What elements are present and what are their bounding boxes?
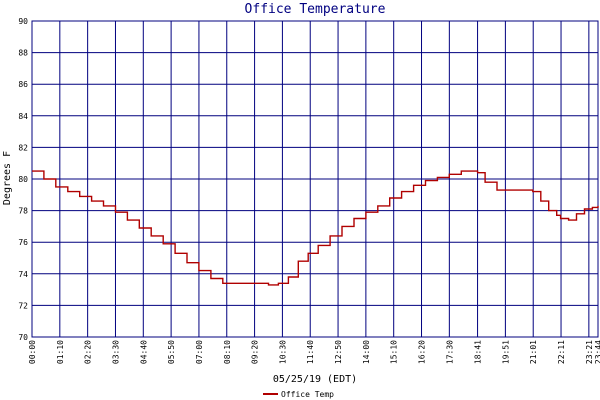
y-tick-label: 88 (18, 49, 28, 58)
y-axis-label: Degrees F (2, 151, 13, 205)
x-tick-label: 09:20 (251, 340, 260, 364)
x-tick-label: 18:41 (474, 340, 483, 364)
x-tick-label: 01:10 (56, 340, 65, 364)
y-tick-label: 82 (18, 143, 28, 152)
x-tick-label: 23:21 (585, 340, 594, 364)
chart-title: Office Temperature (245, 2, 386, 17)
x-tick-label: 23:44 (594, 340, 600, 364)
x-tick-label: 21:01 (529, 340, 538, 364)
x-axis-label: 05/25/19 (EDT) (273, 374, 357, 385)
series-line-office-temp (32, 170, 599, 286)
y-tick-label: 84 (18, 112, 28, 121)
x-tick-label: 12:50 (334, 340, 343, 364)
x-tick-label: 00:00 (28, 340, 37, 364)
gridlines (31, 20, 599, 338)
x-tick-label: 16:20 (418, 340, 427, 364)
x-tick-label: 22:11 (557, 340, 566, 364)
y-tick-label: 90 (18, 17, 28, 26)
y-tick-label: 86 (18, 80, 28, 89)
y-tick-label: 74 (18, 270, 28, 279)
y-tick-label: 76 (18, 238, 28, 247)
x-tick-label: 08:10 (223, 340, 232, 364)
legend-label: Office Temp (281, 390, 334, 399)
x-tick-label: 11:40 (306, 340, 315, 364)
x-tick-label: 05:50 (167, 340, 176, 364)
y-tick-label: 72 (18, 301, 28, 310)
y-tick-label: 80 (18, 175, 28, 184)
x-tick-labels: 00:00 01:10 02:20 03:30 04:40 05:50 07:00 08:10… (28, 340, 600, 364)
legend: Office Temp (263, 390, 334, 399)
x-tick-label: 10:30 (278, 340, 287, 364)
plot-area (32, 170, 599, 286)
y-tick-labels: 70 72 74 76 78 80 82 84 86 88 90 (18, 17, 28, 342)
y-tick-label: 78 (18, 207, 28, 216)
plot-frame (31, 20, 599, 338)
x-tick-label: 02:20 (84, 340, 93, 364)
y-tick-label: 70 (18, 333, 28, 342)
x-tick-label: 15:10 (390, 340, 399, 364)
x-tick-label: 19:51 (501, 340, 510, 364)
x-tick-label: 03:30 (111, 340, 120, 364)
x-tick-label: 04:40 (139, 340, 148, 364)
x-tick-label: 07:00 (195, 340, 204, 364)
x-tick-label: 14:00 (362, 340, 371, 364)
x-tick-label: 17:30 (445, 340, 454, 364)
